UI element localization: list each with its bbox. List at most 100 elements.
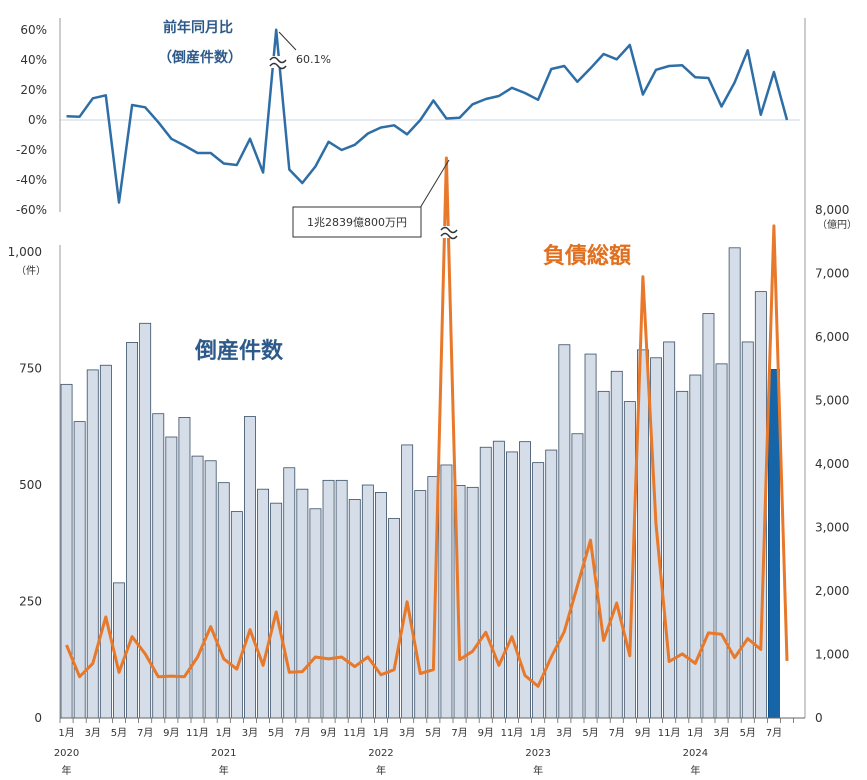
- month-label: 3月: [713, 727, 729, 739]
- count-tick-label: 1,000: [8, 245, 42, 259]
- count-bar: [296, 488, 309, 719]
- yoy-axis-break-icon: [268, 56, 290, 70]
- month-label: 5月: [740, 727, 756, 739]
- count-bar: [728, 247, 741, 719]
- count-bar: [466, 486, 479, 719]
- month-label: 11月: [501, 727, 524, 739]
- yoy-tick-label: 60%: [20, 23, 47, 37]
- count-bar: [204, 460, 217, 719]
- count-bar: [60, 383, 73, 719]
- yoy-chart-title: 前年同月比: [163, 19, 233, 36]
- debt-tick-label: 7,000: [815, 267, 849, 281]
- yoy-tick-label: -20%: [16, 143, 47, 157]
- debt-tick-label: 4,000: [815, 457, 849, 471]
- count-bar: [322, 479, 335, 719]
- debt-line: [65, 156, 789, 688]
- month-label: 7月: [137, 727, 153, 739]
- year-suffix-label: 年: [690, 764, 700, 777]
- debt-tick-label: 2,000: [815, 584, 849, 598]
- month-label: 11月: [186, 727, 209, 739]
- yoy-peak-annotation: 60.1%: [296, 53, 331, 66]
- yoy-tick-label: 0%: [28, 113, 47, 127]
- count-bar: [126, 342, 139, 719]
- count-bar: [191, 455, 204, 719]
- debt-peak-annotation: 1兆2839億800万円: [307, 216, 407, 229]
- count-bar: [374, 492, 387, 719]
- count-bar: [348, 499, 361, 719]
- debt-tick-label: 6,000: [815, 330, 849, 344]
- year-suffix-label: 年: [376, 764, 386, 777]
- yoy-tick-label: 40%: [20, 53, 47, 67]
- bars-layer: [60, 247, 780, 719]
- month-label: 9月: [635, 727, 651, 739]
- debt-tick-label: 1,000: [815, 648, 849, 662]
- yoy-chart-subtitle: （倒産件数）: [158, 49, 242, 66]
- count-bar: [584, 353, 597, 719]
- count-bar: [283, 467, 296, 719]
- year-suffix-label: 年: [219, 764, 229, 777]
- count-bar: [99, 364, 112, 719]
- year-label: 2020: [54, 748, 79, 759]
- debt-tick-label: 0: [815, 711, 823, 725]
- debt-axis-unit: （億円）: [817, 218, 857, 231]
- month-label: 1月: [687, 727, 703, 739]
- month-label: 11月: [343, 727, 366, 739]
- count-bar: [610, 370, 623, 719]
- count-bar: [741, 341, 754, 719]
- debt-tick-label: 3,000: [815, 521, 849, 535]
- count-tick-label: 750: [19, 362, 42, 376]
- debt-tick-label: 8,000: [815, 203, 849, 217]
- month-label: 3月: [85, 727, 101, 739]
- debt-annotation-leader: [419, 159, 450, 209]
- count-bar: [676, 390, 689, 719]
- debt-series-label: 負債総額: [543, 243, 631, 269]
- yoy-tick-label: -60%: [16, 203, 47, 217]
- count-axis-unit: （件）: [16, 265, 46, 277]
- month-label: 5月: [111, 727, 127, 739]
- count-bar: [414, 490, 427, 719]
- count-bar: [257, 488, 270, 719]
- count-tick-label: 0: [34, 711, 42, 725]
- month-label: 9月: [163, 727, 179, 739]
- month-label: 9月: [478, 727, 494, 739]
- count-tick-label: 500: [19, 478, 42, 492]
- count-bar: [702, 313, 715, 719]
- month-label: 5月: [582, 727, 598, 739]
- month-label: 5月: [268, 727, 284, 739]
- month-label: 7月: [451, 727, 467, 739]
- month-label: 1月: [530, 727, 546, 739]
- count-bar: [558, 344, 571, 719]
- month-label: 11月: [658, 727, 681, 739]
- month-label: 3月: [556, 727, 572, 739]
- month-label: 1月: [58, 727, 74, 739]
- count-bar: [361, 484, 374, 719]
- count-bar: [505, 451, 518, 719]
- month-label: 7月: [609, 727, 625, 739]
- count-series-label: 倒産件数: [194, 338, 284, 364]
- count-bar: [309, 508, 322, 719]
- yoy-annotation-leader: [278, 31, 297, 51]
- lines-layer: [65, 28, 789, 688]
- count-bar: [492, 440, 505, 719]
- count-bar: [230, 511, 243, 719]
- count-bar: [335, 479, 348, 719]
- month-label: 1月: [216, 727, 232, 739]
- yoy-tick-label: 20%: [20, 83, 47, 97]
- month-label: 7月: [766, 727, 782, 739]
- yoy-tick-label: -40%: [16, 173, 47, 187]
- yoy-line: [66, 28, 789, 204]
- count-bar: [689, 374, 702, 719]
- debt-annotation-box: [292, 206, 422, 238]
- year-suffix-label: 年: [533, 764, 543, 777]
- count-bar: [388, 518, 401, 719]
- year-label: 2022: [368, 748, 393, 759]
- axes-layer: 60% 40% 20% 0% -20% -40% -60% 0 250 500 750 1,000 0 1…: [8, 18, 849, 777]
- count-bar: [768, 369, 780, 719]
- count-bar: [479, 446, 492, 719]
- month-label: 9月: [320, 727, 336, 739]
- count-tick-label: 250: [19, 595, 42, 609]
- month-label: 7月: [294, 727, 310, 739]
- year-label: 2021: [211, 748, 236, 759]
- month-label: 3月: [399, 727, 415, 739]
